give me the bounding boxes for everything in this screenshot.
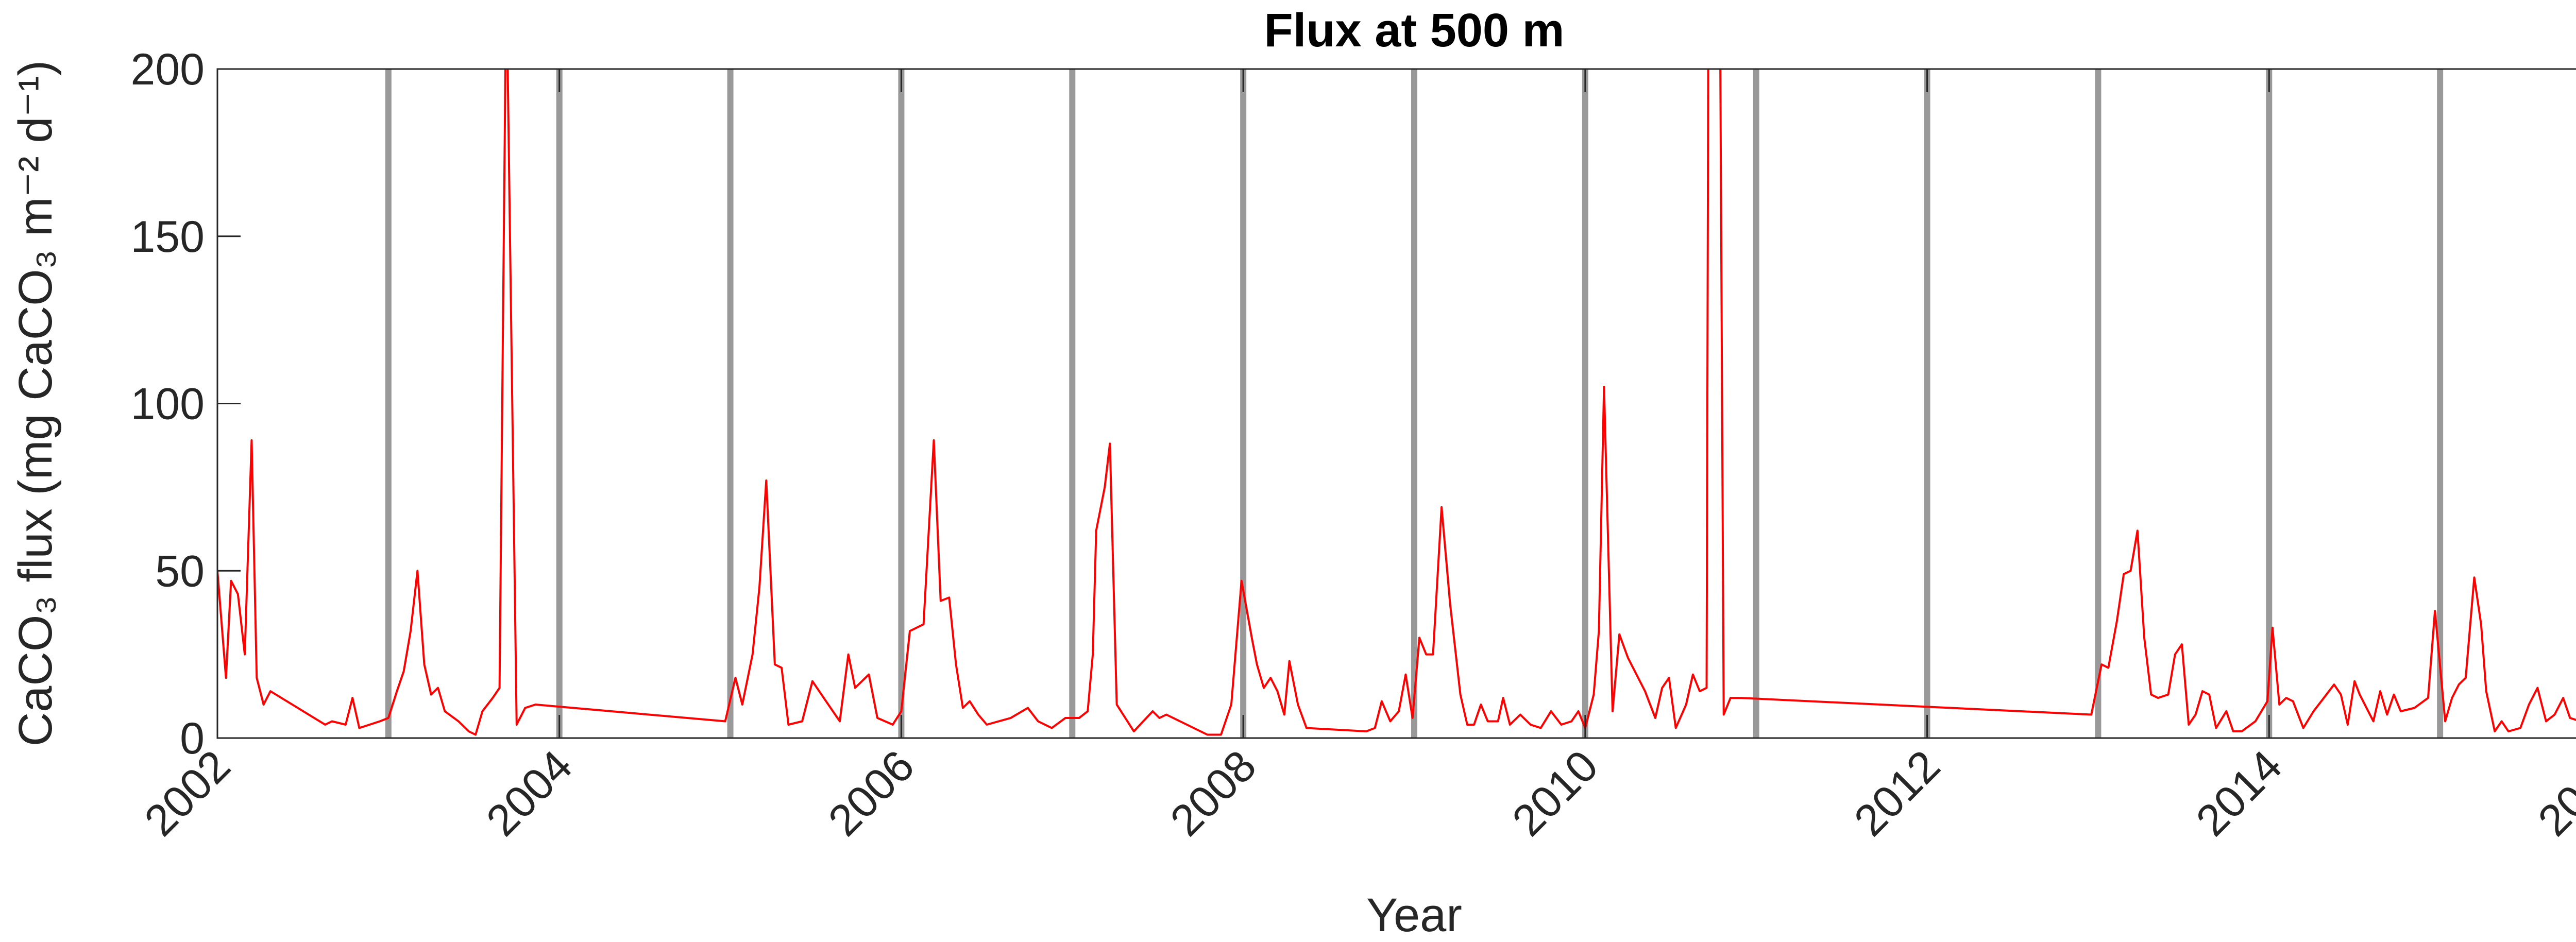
x-tick-label: 2006 <box>819 741 924 846</box>
x-tick-label: 2012 <box>1845 741 1950 846</box>
x-tick-label: 2010 <box>1503 741 1607 846</box>
x-tick-label: 2014 <box>2187 741 2292 846</box>
x-axis-label: Year <box>1366 889 1462 941</box>
x-tick-label: 2008 <box>1161 741 1265 846</box>
chart-title: Flux at 500 m <box>1264 4 1565 57</box>
y-tick-label: 0 <box>180 714 205 763</box>
y-tick-label: 200 <box>131 45 205 94</box>
axes-box <box>216 68 2576 739</box>
x-tick-label: 2016 <box>2529 741 2576 846</box>
y-tick-label: 100 <box>131 380 205 429</box>
y-tick-label: 50 <box>155 546 205 596</box>
x-tick-label: 2004 <box>477 741 582 846</box>
plot-area <box>217 69 2576 736</box>
data-line <box>217 69 2576 736</box>
y-tick-label: 150 <box>131 212 205 262</box>
y-axis-label: CaCO₃ flux (mg CaCO₃ m⁻² d⁻¹) <box>9 60 62 746</box>
